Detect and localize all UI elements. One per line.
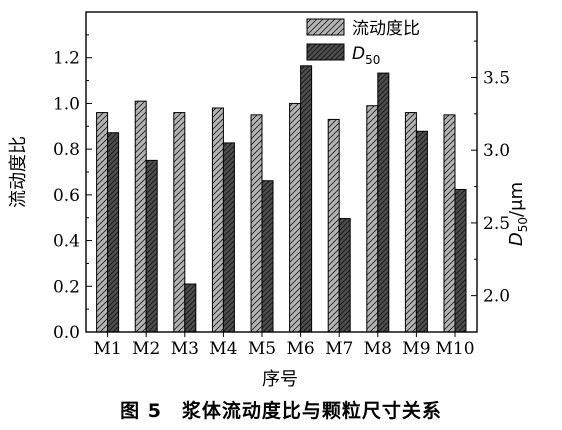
bar-d50-M6 [300, 65, 313, 333]
x-tick-label-M7: M7 [325, 339, 353, 359]
x-axis-title: 序号 [262, 369, 298, 390]
bar-d50-M10 [454, 188, 467, 333]
figure-caption: 图 5 浆体流动度比与颗粒尺寸关系 [120, 400, 442, 422]
y-right-tick-label: 2.5 [483, 214, 510, 234]
y-right-tick-label: 3.0 [483, 141, 510, 161]
y-left-tick-label: 0.4 [53, 232, 80, 252]
legend-label-series-1: 流动度比 [352, 19, 420, 39]
bar-flow-ratio-M2 [134, 100, 147, 333]
bar-d50-M4 [222, 142, 235, 333]
y-left-tick-label: 0.2 [53, 277, 80, 297]
bar-flow-ratio-M6 [289, 102, 302, 333]
bars-layer [96, 65, 467, 333]
chart-svg: M1 M2 M3 M4 M5 M6 M7 M8 M9 M10 0.0 0.2 0.4 0.6 0.8 1.0 1… [8, 11, 530, 390]
bar-flow-ratio-M9 [404, 112, 417, 333]
bar-d50-M9 [415, 130, 428, 333]
y-right-tick-label: 2.0 [483, 287, 510, 307]
bar-d50-M2 [145, 159, 158, 333]
bar-flow-ratio-M10 [443, 114, 456, 333]
legend: 流动度比 D50 [306, 18, 420, 67]
bar-flow-ratio-M8 [366, 105, 379, 333]
y-right-tick-label: 3.5 [483, 68, 510, 88]
y-left-tick-label: 0.0 [53, 323, 80, 343]
legend-label-series-2: D50 [352, 44, 380, 67]
bar-d50-M8 [377, 72, 390, 333]
bar-d50-M7 [338, 218, 351, 333]
y-axis-right-title: D50/μm [506, 182, 530, 246]
x-tick-label-M1: M1 [93, 339, 121, 359]
y-left-tick-label: 0.8 [53, 140, 80, 160]
y-axis-left-title: 流动度比 [8, 136, 29, 208]
bar-d50-M1 [107, 132, 120, 333]
bar-flow-ratio-M5 [250, 114, 263, 333]
x-tick-label-M3: M3 [171, 339, 199, 359]
x-tick-label-M9: M9 [402, 339, 430, 359]
axes-layer: M1 M2 M3 M4 M5 M6 M7 M8 M9 M10 0.0 0.2 0.4 0.6 0.8 1.0 1… [53, 34, 510, 359]
x-tick-label-M4: M4 [209, 339, 237, 359]
x-tick-label-M10: M10 [435, 339, 474, 359]
bar-d50-M5 [261, 180, 274, 333]
y-left-tick-label: 0.6 [53, 186, 80, 206]
bar-flow-ratio-M1 [96, 112, 109, 333]
x-tick-label-M8: M8 [364, 339, 392, 359]
y-left-tick-label: 1.2 [53, 49, 80, 69]
bar-flow-ratio-M4 [211, 107, 224, 333]
bar-flow-ratio-M7 [327, 118, 340, 333]
bar-d50-M3 [184, 283, 197, 333]
y-left-tick-label: 1.0 [53, 94, 80, 114]
legend-swatch-series-1 [306, 18, 345, 36]
x-tick-label-M6: M6 [286, 339, 314, 359]
bar-flow-ratio-M3 [173, 112, 186, 333]
legend-swatch-series-2 [306, 43, 345, 61]
x-tick-label-M2: M2 [132, 339, 160, 359]
x-tick-label-M5: M5 [248, 339, 276, 359]
